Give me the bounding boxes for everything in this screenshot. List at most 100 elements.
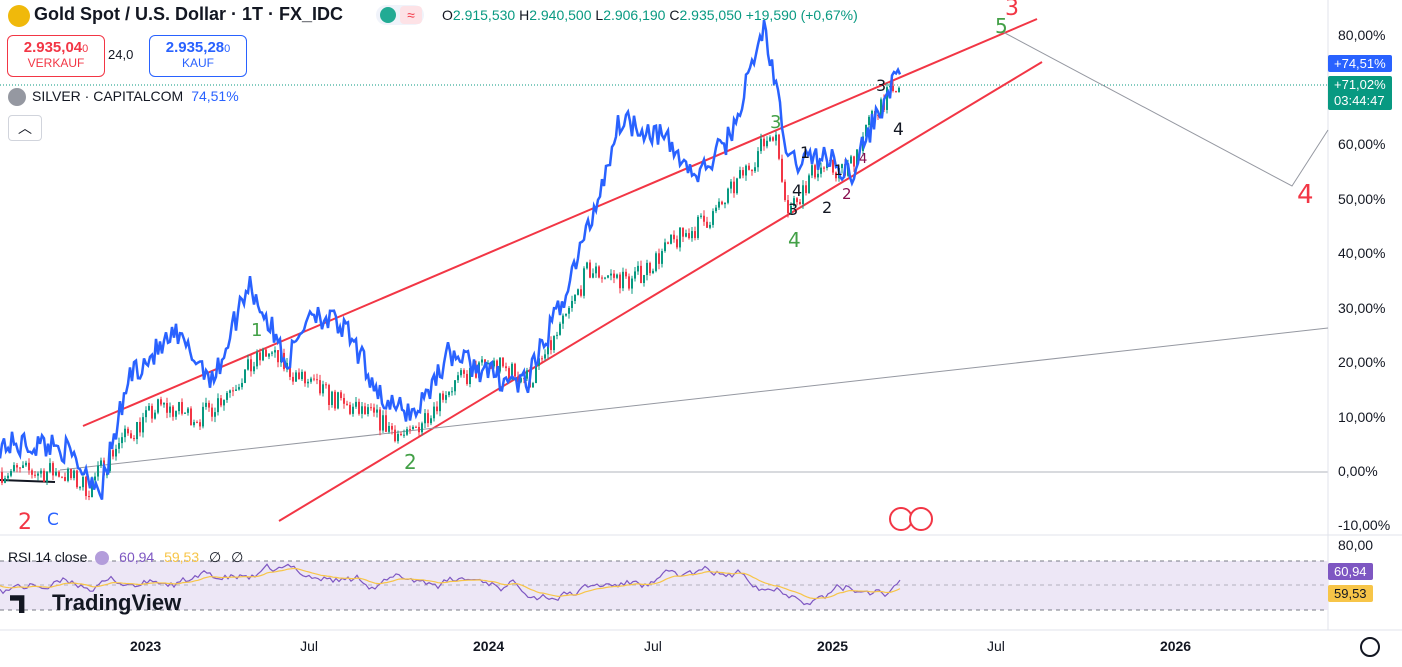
gold-candle (517, 376, 519, 382)
elliott-wave-label[interactable]: C (47, 510, 59, 530)
gold-candle (757, 151, 759, 168)
gold-candle (61, 476, 63, 478)
elliott-wave-label[interactable]: 3 (1005, 0, 1019, 21)
gold-candle (898, 87, 900, 93)
tradingview-logo[interactable]: TradingView (10, 590, 181, 616)
gold-candle (685, 233, 687, 237)
gold-candle (448, 391, 450, 396)
elliott-wave-label[interactable]: 1 (834, 163, 843, 179)
rsi-settings-icon[interactable] (95, 551, 110, 566)
gold-candle (151, 405, 153, 419)
elliott-wave-label[interactable]: 2 (822, 198, 833, 217)
gold-candle (223, 399, 225, 406)
gold-candle (508, 368, 510, 380)
elliott-wave-label[interactable]: 4 (788, 228, 801, 252)
gold-candle (793, 198, 795, 206)
elliott-wave-label[interactable]: 2 (18, 510, 32, 535)
gold-candle (832, 159, 834, 173)
sell-price: 2.935,04 (23, 39, 83, 56)
elliott-wave-label[interactable]: 4 (1297, 180, 1314, 210)
gold-candle (160, 399, 162, 405)
gold-candle (427, 413, 429, 424)
gold-candle (409, 429, 411, 431)
compare-symbol-value: 74,51% (191, 88, 239, 104)
gold-candle (433, 406, 435, 419)
gold-candle (376, 409, 378, 413)
gold-candle (772, 137, 774, 141)
market-open-icon (380, 7, 396, 23)
elliott-wave-label[interactable]: 2 (404, 450, 417, 474)
elliott-wave-label[interactable]: 3 (788, 200, 799, 219)
time-axis-tick: 2025 (816, 638, 849, 654)
gold-candle (589, 262, 591, 278)
gold-price-badge: +71,02% 03:44:47 (1328, 76, 1392, 110)
compare-symbol-name: SILVER · CAPITALCOM (32, 88, 184, 104)
gold-candle (229, 390, 231, 393)
buy-label: KAUF (181, 56, 214, 70)
gold-candle (358, 401, 360, 414)
symbol-title[interactable]: Gold Spot / U.S. Dollar · 1T · FX_IDC (34, 4, 344, 24)
gold-candle (301, 371, 303, 380)
gear-icon[interactable] (1360, 637, 1380, 657)
gold-candle (580, 289, 582, 296)
gold-candle (841, 164, 843, 169)
gold-candle (325, 384, 327, 386)
gold-candle (880, 99, 882, 115)
gold-candle (10, 471, 12, 476)
gold-candle (352, 406, 354, 414)
gold-candle (652, 270, 654, 274)
gold-candle (541, 358, 543, 360)
gold-candle (370, 407, 372, 409)
gold-candle (562, 315, 564, 324)
elliott-wave-label[interactable]: 1 (251, 320, 263, 341)
gold-candle (259, 352, 261, 361)
gold-candle (220, 398, 222, 406)
gold-candle (214, 412, 216, 417)
gold-candle (592, 273, 594, 278)
buy-button[interactable]: 2.935,280 KAUF (149, 35, 247, 77)
gold-candle (316, 379, 318, 381)
gold-candle (40, 470, 42, 474)
gold-candle (520, 378, 522, 382)
elliott-wave-label[interactable]: 2 (842, 185, 852, 203)
rsi-legend[interactable]: RSI 14 close 60,94 59,53 ∅ ∅ (8, 549, 243, 566)
gold-candle (34, 474, 36, 476)
gold-candle (511, 363, 513, 380)
elliott-wave-label[interactable]: 3 (770, 112, 782, 133)
gold-candle (175, 411, 177, 417)
us-flag-icon (909, 507, 933, 531)
price-axis-tick: 10,00% (1338, 408, 1386, 425)
gold-candle (163, 403, 165, 405)
gold-candle (631, 278, 633, 289)
market-status-pill[interactable]: ≈ (376, 5, 424, 25)
gold-candle (94, 476, 96, 481)
gold-candle (853, 156, 855, 167)
gold-candle (421, 423, 423, 433)
sell-button[interactable]: 2.935,040 VERKAUF (7, 35, 105, 77)
projection-path (1002, 31, 1329, 187)
chevron-up-icon[interactable]: ︿ (8, 115, 42, 141)
gold-candle (4, 478, 6, 483)
gold-candle (514, 363, 516, 377)
gold-candle (709, 224, 711, 228)
compare-symbol-row[interactable]: SILVER · CAPITALCOM 74,51% (8, 88, 239, 107)
gold-candle (487, 362, 489, 365)
gold-candle (760, 138, 762, 152)
gold-candle (178, 402, 180, 412)
elliott-wave-label[interactable]: 4 (893, 120, 904, 140)
silver-symbol-icon (8, 88, 26, 107)
gold-candle (568, 307, 570, 314)
elliott-wave-label[interactable]: 4 (792, 181, 803, 200)
price-axis-tick: 40,00% (1338, 245, 1386, 262)
rsi-value: 60,94 (119, 549, 155, 565)
gold-candle (256, 352, 258, 367)
gold-candle (322, 384, 324, 394)
elliott-wave-label[interactable]: 1 (800, 143, 811, 162)
gold-candle (454, 380, 456, 392)
long-trend-line (59, 327, 1329, 471)
elliott-wave-label[interactable]: 4 (859, 152, 868, 167)
elliott-wave-label[interactable]: 5 (995, 14, 1008, 38)
gold-candle (166, 403, 168, 413)
elliott-wave-label[interactable]: 3 (876, 76, 887, 95)
